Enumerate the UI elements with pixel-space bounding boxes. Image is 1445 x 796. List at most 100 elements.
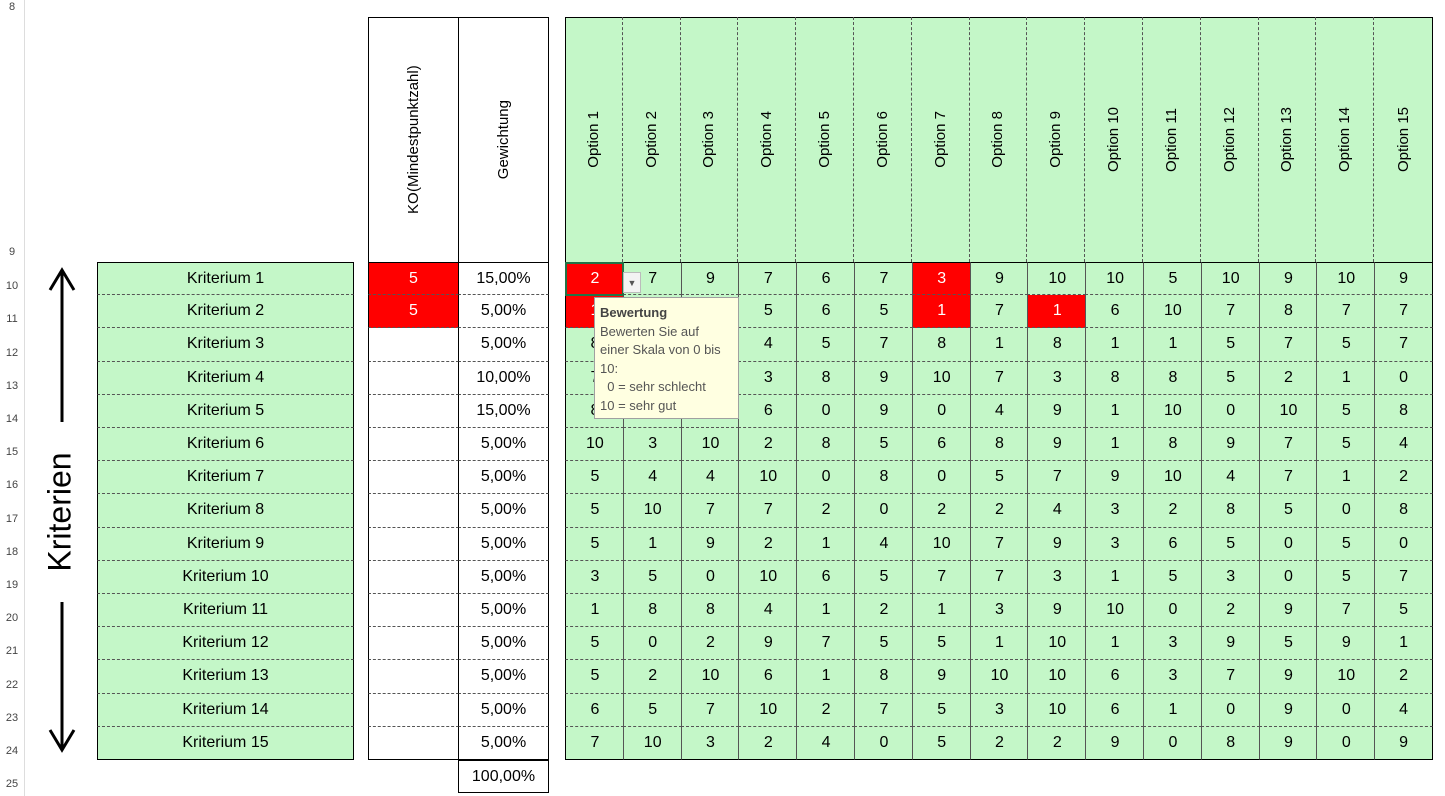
score-cell: 10 <box>1027 660 1087 694</box>
tooltip-line: 10 = sehr gut <box>600 397 677 413</box>
weight-cell: 5,00% <box>458 627 549 661</box>
score-cell: 2 <box>1374 461 1433 495</box>
ko-cell <box>368 693 459 727</box>
score-cell: 9 <box>1027 527 1087 561</box>
dropdown-button[interactable]: ▼ <box>623 272 641 293</box>
score-cell: 8 <box>796 428 855 462</box>
option-header: Option 7 <box>912 17 970 262</box>
score-cell: 3 <box>1200 560 1260 594</box>
score-cell: 3 <box>738 361 798 395</box>
score-cell: 8 <box>1374 494 1433 528</box>
row-number: 10 <box>5 280 19 293</box>
score-cell: 3 <box>565 560 624 594</box>
score-cell: 3 <box>969 594 1029 628</box>
option-header-text: Option 6 <box>873 111 891 168</box>
option-header-text: Option 3 <box>700 111 718 168</box>
row-number: 24 <box>5 745 19 757</box>
score-cell: 8 <box>969 428 1029 462</box>
score-cell: 2 <box>738 428 798 462</box>
criterion-cell: Kriterium 9 <box>97 527 354 561</box>
score-cell: 10 <box>1027 262 1087 296</box>
score-cell: 4 <box>680 461 740 495</box>
score-cell: 0 <box>1143 726 1202 760</box>
score-cell: 7 <box>1258 461 1318 495</box>
score-cell: 6 <box>911 428 971 462</box>
score-cell: 10 <box>1085 262 1144 296</box>
score-cell: 5 <box>738 295 798 329</box>
criterion-cell: Kriterium 2 <box>97 295 354 329</box>
score-cell: 1 <box>565 594 624 628</box>
score-cell: 7 <box>854 262 913 296</box>
score-cell: 7 <box>680 693 740 727</box>
score-cell: 5 <box>1200 328 1260 362</box>
score-cell: 8 <box>796 361 855 395</box>
score-cell: 5 <box>622 693 682 727</box>
score-cell: 1 <box>1374 627 1433 661</box>
tooltip-title: Bewertung <box>600 305 668 320</box>
row-number: 20 <box>5 612 19 625</box>
row-number: 19 <box>5 579 19 591</box>
score-cell: 1 <box>1143 693 1202 727</box>
option-header: Option 9 <box>1027 17 1086 262</box>
ko-cell <box>368 660 459 694</box>
weight-cell: 5,00% <box>458 461 549 495</box>
criterion-cell: Kriterium 6 <box>97 428 354 462</box>
score-cell: 9 <box>1085 726 1144 760</box>
score-cell: 7 <box>565 726 624 760</box>
score-cell: 7 <box>1258 328 1318 362</box>
score-cell: 6 <box>1085 295 1144 329</box>
score-cell: 1 <box>1085 328 1144 362</box>
ko-cell <box>368 361 459 395</box>
score-cell: 5 <box>565 627 624 661</box>
row-number: 18 <box>5 545 19 558</box>
score-cell: 9 <box>1200 627 1260 661</box>
score-cell: 0 <box>796 461 855 495</box>
score-cell: 9 <box>1258 262 1318 296</box>
score-cell: 5 <box>911 627 971 661</box>
score-cell: 4 <box>1027 494 1087 528</box>
option-header: Option 8 <box>970 17 1028 262</box>
score-cell: 8 <box>854 461 913 495</box>
weight-header-text: Gewichtung <box>495 100 512 180</box>
score-cell: 9 <box>1374 726 1433 760</box>
score-cell: 8 <box>1143 428 1202 462</box>
weight-cell: 5,00% <box>458 660 549 694</box>
score-cell: 10 <box>1258 394 1318 428</box>
option-header: Option 6 <box>854 17 912 262</box>
ko-cell <box>368 627 459 661</box>
weight-cell: 5,00% <box>458 527 549 561</box>
score-cell: 10 <box>622 726 682 760</box>
score-cell: 0 <box>911 394 971 428</box>
option-header-text: Option 10 <box>1105 106 1123 173</box>
score-cell: 0 <box>796 394 855 428</box>
score-cell: 0 <box>911 461 971 495</box>
row-number: 11 <box>6 313 18 326</box>
score-cell: 9 <box>969 262 1029 296</box>
score-cell: 0 <box>854 494 913 528</box>
score-cell: 7 <box>969 527 1029 561</box>
score-cell: 7 <box>969 560 1029 594</box>
score-cell: 0 <box>1258 560 1318 594</box>
score-cell: 0 <box>622 627 682 661</box>
score-cell: 7 <box>1258 428 1318 462</box>
score-cell: 9 <box>1258 726 1318 760</box>
option-header-text: Option 4 <box>758 111 776 168</box>
score-cell: 5 <box>565 527 624 561</box>
score-cell: 10 <box>969 660 1029 694</box>
criterion-cell: Kriterium 7 <box>97 461 354 495</box>
row-number: 21 <box>5 645 19 658</box>
score-cell: 9 <box>911 660 971 694</box>
score-cell: 4 <box>1374 693 1433 727</box>
weight-cell: 10,00% <box>458 361 549 395</box>
score-cell: 9 <box>680 262 740 296</box>
option-header: Option 3 <box>681 17 739 262</box>
criterion-cell: Kriterium 10 <box>97 560 354 594</box>
option-header: Option 11 <box>1143 17 1201 262</box>
score-cell: 5 <box>565 461 624 495</box>
row-number: 17 <box>5 512 19 525</box>
option-header-text: Option 5 <box>816 111 834 168</box>
score-cell: 6 <box>796 560 855 594</box>
ko-cell <box>368 726 459 760</box>
score-cell: 7 <box>738 262 798 296</box>
